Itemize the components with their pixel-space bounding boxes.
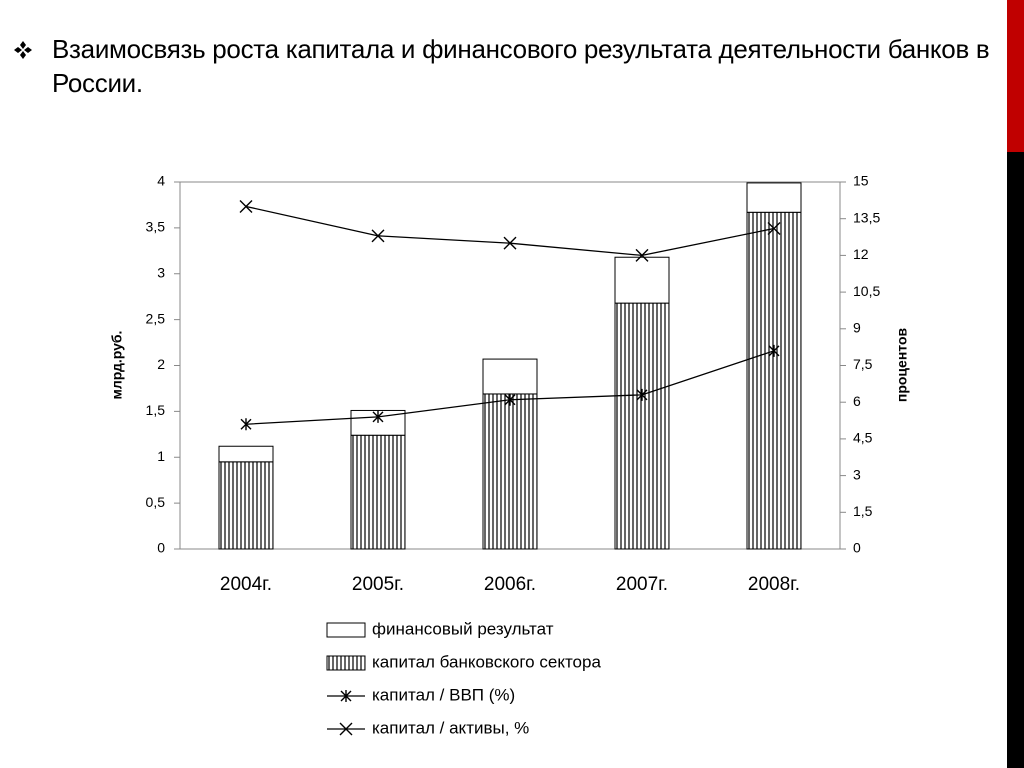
- line-marker: [636, 388, 648, 401]
- line-marker: [767, 221, 781, 235]
- line-marker: [372, 410, 384, 423]
- bar-segment: [482, 358, 538, 395]
- line-marker: [503, 236, 517, 250]
- y2-tick-label: 6: [853, 393, 861, 409]
- y2-tick-label: 1,5: [853, 503, 873, 519]
- bar-segment: [218, 445, 274, 463]
- y-tick-label: 2,5: [146, 310, 166, 326]
- bar-segment: [614, 256, 670, 304]
- legend-label: финансовый результат: [372, 619, 554, 638]
- line-marker: [635, 248, 649, 262]
- y2-axis-label: процентов: [894, 327, 910, 402]
- legend-marker: [339, 722, 353, 736]
- line-series: [245, 205, 775, 257]
- y2-tick-label: 10,5: [853, 283, 880, 299]
- bar-segment: [350, 434, 406, 550]
- accent-bar: [1007, 0, 1024, 152]
- y-tick-label: 0: [157, 540, 165, 556]
- y2-tick-label: 12: [853, 246, 869, 262]
- accent-bar: [1007, 152, 1024, 768]
- line-marker: [240, 418, 252, 431]
- line-marker: [371, 229, 385, 243]
- y2-tick-label: 13,5: [853, 209, 880, 225]
- y-tick-label: 0,5: [146, 494, 166, 510]
- bar-segment: [746, 182, 802, 213]
- y-axis-label: млрд.руб.: [109, 331, 125, 400]
- y2-tick-label: 9: [853, 320, 861, 336]
- x-tick-label: 2005г.: [352, 574, 404, 595]
- y-tick-label: 4: [157, 173, 165, 189]
- y-tick-label: 2: [157, 356, 165, 372]
- line-marker: [504, 393, 516, 406]
- x-tick-label: 2008г.: [748, 574, 800, 595]
- y2-tick-label: 3: [853, 466, 861, 482]
- x-tick-label: 2006г.: [484, 574, 536, 595]
- legend-swatch: [326, 655, 366, 671]
- x-tick-label: 2004г.: [220, 574, 272, 595]
- slide-title: Взаимосвязь роста капитала и финансового…: [52, 34, 990, 98]
- bar-segment: [218, 461, 274, 550]
- bar-segment: [746, 211, 802, 550]
- y2-tick-label: 0: [853, 540, 861, 556]
- y2-tick-label: 7,5: [853, 356, 873, 372]
- legend-label: капитал банковского сектора: [372, 652, 601, 671]
- y-tick-label: 3: [157, 264, 165, 280]
- bar-segment: [614, 302, 670, 550]
- legend-label: капитал / активы, %: [372, 718, 529, 737]
- legend-label: капитал / ВВП (%): [372, 685, 515, 704]
- line-marker: [768, 344, 780, 357]
- legend-swatch: [326, 622, 366, 638]
- bullet: [14, 41, 32, 59]
- y2-tick-label: 15: [853, 173, 869, 189]
- y-tick-label: 1,5: [146, 402, 166, 418]
- legend-marker: [340, 690, 352, 702]
- y2-tick-label: 4,5: [853, 430, 873, 446]
- line-marker: [239, 199, 253, 213]
- bar-segment: [482, 393, 538, 550]
- y-tick-label: 3,5: [146, 219, 166, 235]
- x-tick-label: 2007г.: [616, 574, 668, 595]
- y-tick-label: 1: [157, 448, 165, 464]
